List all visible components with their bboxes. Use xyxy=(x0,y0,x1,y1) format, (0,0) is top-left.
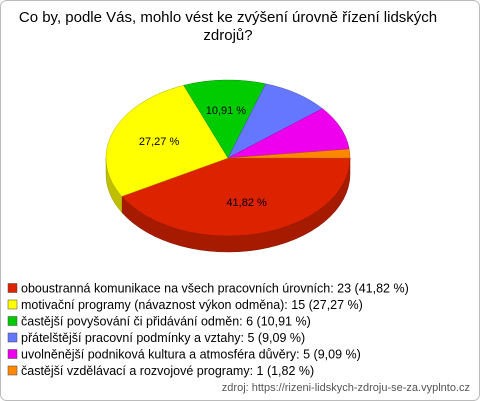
legend-swatch xyxy=(7,349,18,359)
legend-entry: přátelštější pracovní podmínky a vztahy:… xyxy=(21,331,305,345)
data-label: 27,27 % xyxy=(139,136,180,148)
data-label: 10,91 % xyxy=(206,105,247,117)
legend-swatch xyxy=(7,332,18,343)
legend-entry: oboustranná komunikace na všech pracovní… xyxy=(21,281,409,295)
legend-entry: motivační programy (návaznost výkon odmě… xyxy=(21,298,363,312)
slice xyxy=(227,148,351,159)
legend-entry: častější vzdělávací a rozvojové programy… xyxy=(21,364,314,378)
slice xyxy=(105,85,229,197)
chart-title: zdrojů? xyxy=(203,27,252,44)
legend-entry: častější povyšování či přidávání odměn: … xyxy=(21,314,311,328)
chart-title: Co by, podle Vás, mohlo vést ke zvýšení … xyxy=(19,9,437,26)
slice xyxy=(121,157,351,237)
legend-swatch xyxy=(7,283,18,293)
legend-swatch xyxy=(7,299,18,310)
slice xyxy=(183,79,267,159)
legend-entry: uvolněnější podniková kultura a atmosfér… xyxy=(21,347,361,361)
source: zdroj: https://rizeni-lidskych-zdroju-se… xyxy=(222,382,470,394)
legend-swatch xyxy=(7,316,18,326)
data-label: 41,82 % xyxy=(226,197,267,209)
legend-swatch xyxy=(7,365,18,376)
